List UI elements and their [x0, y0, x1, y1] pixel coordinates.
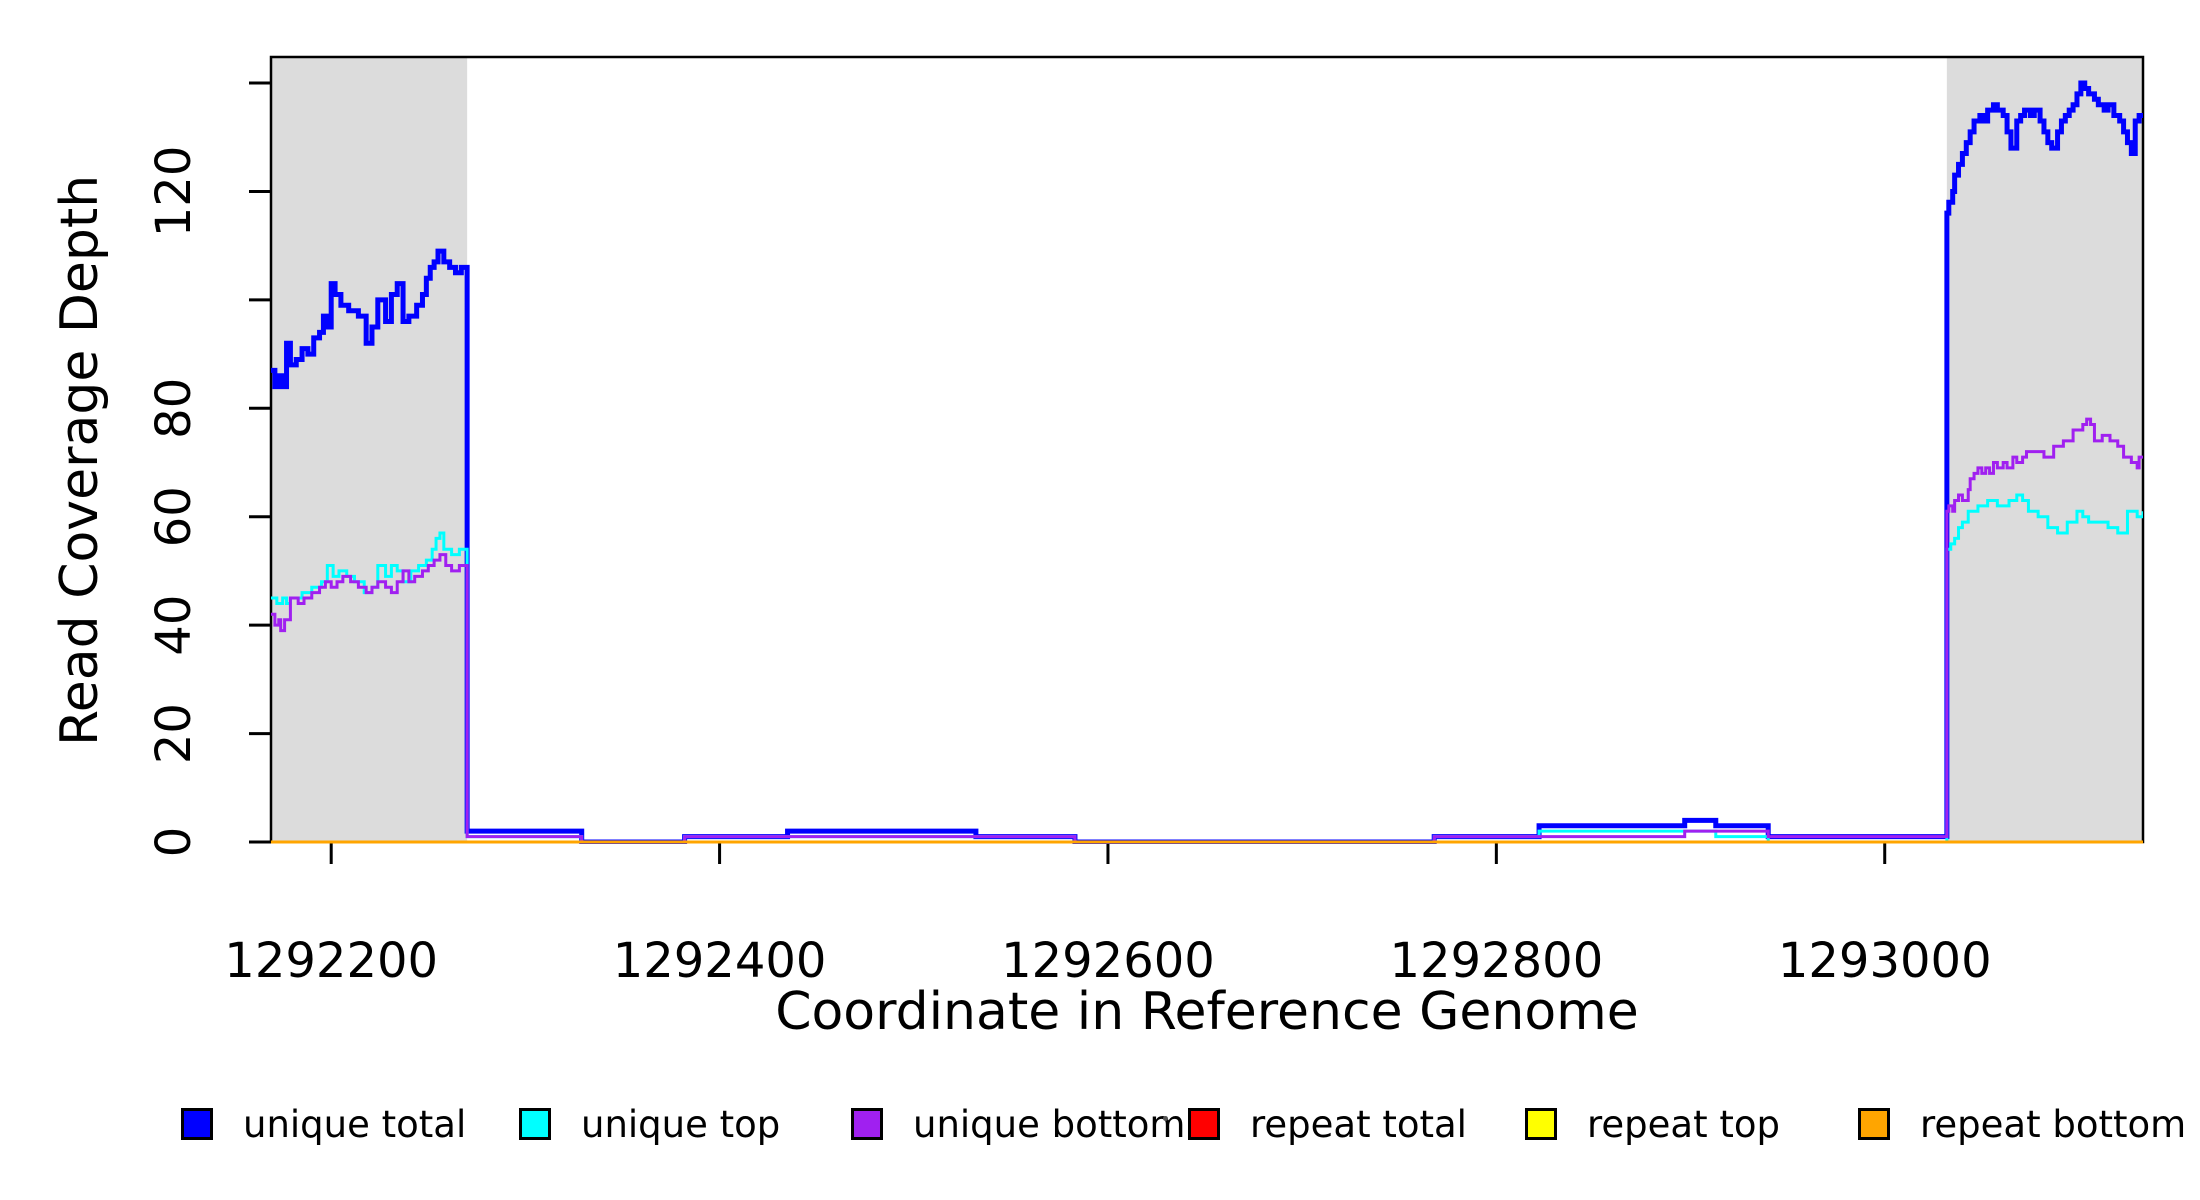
- y-tick-label: 0: [146, 827, 202, 858]
- y-tick-label: 120: [146, 146, 202, 238]
- legend-label: repeat bottom: [1920, 1102, 2187, 1146]
- legend-label: unique top: [581, 1102, 781, 1146]
- series-unique-bottom: [271, 417, 2143, 844]
- legend-item-repeat-total: repeat total: [1188, 1100, 1467, 1148]
- plot-box: [269, 55, 2145, 844]
- legend-label: unique bottom: [913, 1102, 1186, 1146]
- series-unique-top: [271, 493, 2143, 844]
- stray-dot-artifact: [1163, 1116, 1168, 1121]
- legend-label: repeat top: [1587, 1102, 1780, 1146]
- legend-swatch-unique-total: [181, 1108, 213, 1140]
- y-tick-label: 60: [146, 486, 202, 547]
- legend-item-unique-bottom: unique bottom: [851, 1100, 1185, 1148]
- y-tick-label: 80: [146, 378, 202, 439]
- legend-item-unique-top: unique top: [519, 1100, 780, 1148]
- x-tick-label: 1293000: [1778, 933, 1992, 989]
- legend-swatch-unique-top: [519, 1108, 551, 1140]
- x-axis-title: Coordinate in Reference Genome: [775, 982, 1639, 1042]
- legend-label: repeat total: [1250, 1102, 1467, 1146]
- y-axis-title: Read Coverage Depth: [50, 174, 110, 746]
- legend-item-repeat-top: repeat top: [1525, 1100, 1780, 1148]
- legend-label: unique total: [243, 1102, 467, 1146]
- legend-swatch-repeat-top: [1525, 1108, 1557, 1140]
- shaded-region: [1946, 57, 2143, 842]
- legend-item-repeat-bottom: repeat bottom: [1858, 1100, 2186, 1148]
- legend-swatch-repeat-total: [1188, 1108, 1220, 1140]
- y-tick-label: 20: [146, 703, 202, 764]
- series-unique-total: [271, 80, 2143, 844]
- legend-item-unique-total: unique total: [181, 1100, 466, 1148]
- legend-swatch-unique-bottom: [851, 1108, 883, 1140]
- x-tick-label: 1292400: [613, 933, 827, 989]
- legend-swatch-repeat-bottom: [1858, 1108, 1890, 1140]
- shaded-region: [271, 57, 468, 842]
- legend: unique total unique top unique bottom re…: [0, 1100, 2200, 1156]
- x-tick-label: 1292200: [224, 933, 438, 989]
- x-tick-label: 1292600: [1001, 933, 1215, 989]
- x-tick-label: 1292800: [1389, 933, 1603, 989]
- y-tick-label: 40: [146, 595, 202, 656]
